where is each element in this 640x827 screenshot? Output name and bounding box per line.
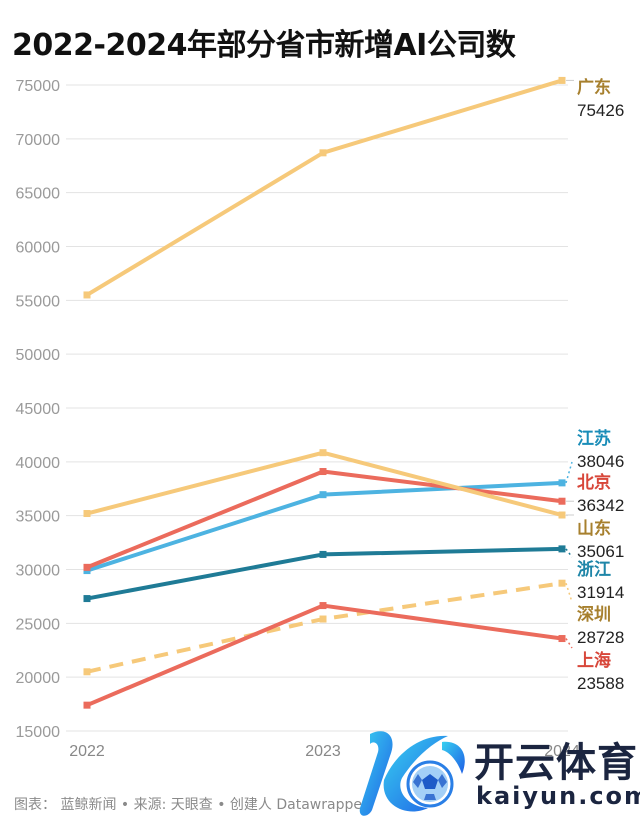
series-name-label: 北京: [577, 472, 611, 493]
data-point: [558, 579, 566, 587]
data-point: [558, 76, 566, 84]
series-value-label: 75426: [577, 101, 624, 120]
series-value-label: 38046: [577, 452, 624, 471]
gridlines: [66, 84, 568, 732]
series-lines: [85, 78, 563, 708]
data-point: [83, 595, 91, 603]
y-tick-label: 65000: [16, 186, 61, 203]
data-point: [319, 615, 327, 623]
leader-line: [565, 582, 573, 603]
data-point: [83, 563, 91, 571]
data-point: [558, 545, 566, 553]
x-tick-label: 2022: [69, 743, 105, 760]
y-axis-tick-labels: 15000 20000 25000 30000 35000 40000 45000 50000…: [16, 78, 61, 741]
leader-line: [565, 548, 573, 558]
kaiyun-watermark: 开云体育 kaiyun.com: [350, 722, 640, 822]
y-tick-label: 40000: [16, 455, 61, 472]
chart-title: 2022-2024年部分省市新增AI公司数: [12, 28, 516, 63]
y-tick-label: 60000: [16, 240, 61, 257]
series-value-label: 31914: [577, 583, 624, 602]
data-point: [319, 468, 327, 476]
data-point: [319, 491, 327, 499]
y-tick-label: 35000: [16, 509, 61, 526]
y-tick-label: 55000: [16, 293, 61, 310]
series-name-label: 上海: [577, 650, 611, 671]
data-point: [558, 497, 566, 505]
data-point: [319, 449, 327, 457]
y-tick-label: 45000: [16, 401, 61, 418]
x-axis-tick-labels: 2022 2023 2024: [69, 743, 580, 760]
series-value-label: 35061: [577, 542, 624, 561]
y-tick-label: 15000: [16, 724, 61, 741]
leader-line: [565, 638, 573, 649]
label-leader-lines: [565, 79, 574, 649]
x-tick-label: 2023: [305, 743, 341, 760]
watermark-brand-en: kaiyun.com: [476, 782, 640, 810]
y-tick-label: 20000: [16, 670, 61, 687]
data-point: [319, 149, 327, 157]
leader-line: [565, 461, 573, 484]
series-value-label: 23588: [577, 674, 624, 693]
watermark-brand-cn: 开云体育: [474, 740, 638, 786]
y-tick-label: 50000: [16, 347, 61, 364]
data-point: [83, 668, 91, 676]
series-name-label: 深圳: [577, 604, 611, 625]
series-points: [83, 76, 566, 709]
data-point: [558, 479, 566, 487]
series-value-label: 28728: [577, 628, 624, 647]
y-tick-label: 25000: [16, 616, 61, 633]
series-line-1: [85, 78, 563, 297]
series-name-label: 浙江: [577, 559, 611, 580]
series-name-label: 广东: [577, 77, 611, 98]
data-point: [83, 701, 91, 709]
series-name-label: 山东: [577, 518, 611, 539]
x-tick-label: 2024: [544, 743, 580, 760]
y-tick-label: 75000: [16, 78, 61, 95]
y-tick-label: 30000: [16, 563, 61, 580]
kaiyun-logo-icon: [359, 731, 465, 816]
data-point: [319, 550, 327, 558]
chart-footer-credit: 图表： 蓝鲸新闻 • 来源: 天眼查 • 创建人 Datawrapper: [14, 797, 368, 813]
y-tick-label: 70000: [16, 132, 61, 149]
data-point: [319, 602, 327, 610]
data-point: [558, 511, 566, 519]
series-value-label: 36342: [577, 496, 624, 515]
data-point: [558, 635, 566, 643]
data-point: [83, 291, 91, 299]
series-name-label: 江苏: [577, 428, 611, 449]
data-point: [83, 510, 91, 518]
